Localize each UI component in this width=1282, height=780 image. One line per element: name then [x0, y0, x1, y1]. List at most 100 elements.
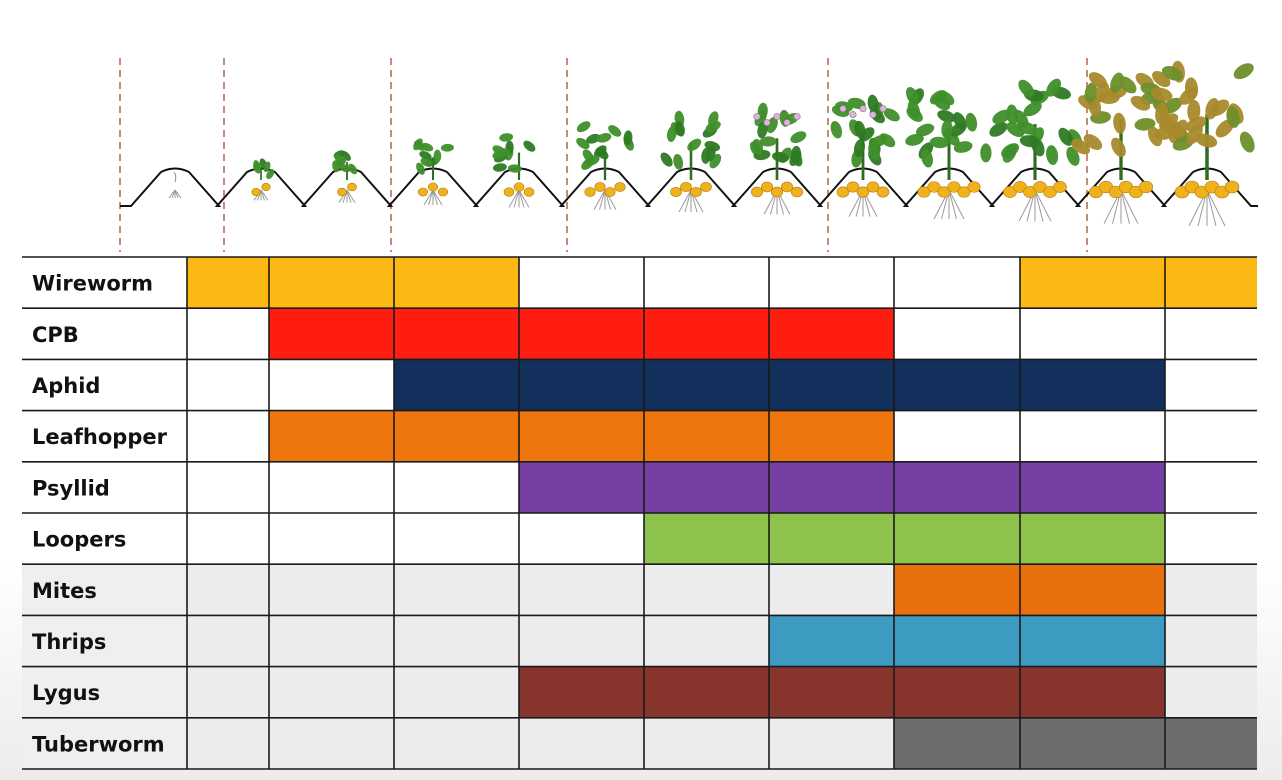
row-label-leafhopper: Leafhopper	[32, 425, 168, 449]
row-label-tuberworm: Tuberworm	[32, 732, 165, 756]
row-label-lygus: Lygus	[32, 681, 100, 705]
label-cell-cpb	[22, 308, 187, 360]
cell-loopers-stage-8-active	[1020, 513, 1165, 565]
cell-tuberworm-stage-4-inactive	[519, 717, 644, 769]
cell-aphid-stage-7-active	[894, 359, 1020, 411]
cell-wireworm-stage-6-inactive	[769, 257, 894, 309]
label-cell-mites	[22, 564, 187, 616]
cell-psyllid-stage-7-active	[894, 461, 1020, 513]
label-cell-wireworm	[22, 257, 187, 309]
cell-lygus-stage-2-inactive	[269, 666, 394, 718]
label-cell-tuberworm	[22, 717, 187, 769]
cell-tuberworm-stage-1-inactive	[187, 717, 269, 769]
cell-lygus-stage-1-inactive	[187, 666, 269, 718]
plant-icon	[492, 133, 536, 208]
label-cell-thrips	[22, 615, 187, 667]
cell-thrips-stage-5-inactive	[644, 615, 769, 667]
label-cell-aphid	[22, 359, 187, 411]
cell-mites-stage-8-active	[1020, 564, 1165, 616]
cell-tuberworm-stage-5-inactive	[644, 717, 769, 769]
plant-icon	[168, 171, 182, 199]
cell-lygus-stage-7-active	[894, 666, 1020, 718]
cell-aphid-stage-5-active	[644, 359, 769, 411]
row-label-loopers: Loopers	[32, 528, 126, 552]
cell-psyllid-stage-8-active	[1020, 461, 1165, 513]
cell-lygus-stage-9-inactive	[1165, 666, 1257, 718]
cell-aphid-stage-4-active	[519, 359, 644, 411]
plant-icon	[905, 87, 992, 220]
cell-cpb-stage-7-inactive	[894, 308, 1020, 360]
cell-tuberworm-stage-6-inactive	[769, 717, 894, 769]
row-lygus: Lygus	[22, 666, 1257, 718]
cell-tuberworm-stage-9-active	[1165, 717, 1257, 769]
cell-loopers-stage-4-inactive	[519, 513, 644, 565]
cell-loopers-stage-6-active	[769, 513, 894, 565]
cell-wireworm-stage-1-active	[187, 257, 269, 309]
grid-lines	[22, 256, 1257, 770]
plant-icon	[413, 138, 454, 206]
cell-mites-stage-6-inactive	[769, 564, 894, 616]
cell-leafhopper-stage-4-active	[519, 410, 644, 462]
label-cell-leafhopper	[22, 410, 187, 462]
cell-tuberworm-stage-3-inactive	[394, 717, 519, 769]
cell-thrips-stage-6-active	[769, 615, 894, 667]
cell-wireworm-stage-2-active	[269, 257, 394, 309]
cell-leafhopper-stage-8-inactive	[1020, 410, 1165, 462]
label-cell-loopers	[22, 513, 187, 565]
cell-wireworm-stage-7-inactive	[894, 257, 1020, 309]
cell-mites-stage-9-inactive	[1165, 564, 1257, 616]
cell-loopers-stage-5-active	[644, 513, 769, 565]
cell-leafhopper-stage-2-active	[269, 410, 394, 462]
cell-loopers-stage-2-inactive	[269, 513, 394, 565]
cell-aphid-stage-6-active	[769, 359, 894, 411]
row-label-thrips: Thrips	[32, 630, 106, 654]
cell-wireworm-stage-9-active	[1165, 257, 1257, 309]
cell-cpb-stage-1-inactive	[187, 308, 269, 360]
cell-cpb-stage-8-inactive	[1020, 308, 1165, 360]
row-mites: Mites	[22, 564, 1257, 616]
cell-loopers-stage-3-inactive	[394, 513, 519, 565]
cell-psyllid-stage-4-active	[519, 461, 644, 513]
cell-mites-stage-1-inactive	[187, 564, 269, 616]
cell-thrips-stage-9-inactive	[1165, 615, 1257, 667]
plant-icon	[830, 94, 900, 217]
cell-wireworm-stage-4-inactive	[519, 257, 644, 309]
cell-aphid-stage-3-active	[394, 359, 519, 411]
plant-icon	[332, 150, 358, 203]
cell-thrips-stage-2-inactive	[269, 615, 394, 667]
row-wireworm: Wireworm	[22, 257, 1257, 309]
cell-thrips-stage-3-inactive	[394, 615, 519, 667]
cell-thrips-stage-4-inactive	[519, 615, 644, 667]
cell-psyllid-stage-9-inactive	[1165, 461, 1257, 513]
cell-lygus-stage-3-inactive	[394, 666, 519, 718]
row-label-wireworm: Wireworm	[32, 272, 153, 296]
plant-icon	[660, 110, 722, 213]
cell-leafhopper-stage-5-active	[644, 410, 769, 462]
row-label-mites: Mites	[32, 579, 97, 603]
cell-psyllid-stage-5-active	[644, 461, 769, 513]
cell-tuberworm-stage-8-active	[1020, 717, 1165, 769]
row-leafhopper: Leafhopper	[22, 410, 1257, 462]
cell-aphid-stage-1-inactive	[187, 359, 269, 411]
row-label-cpb: CPB	[32, 323, 79, 347]
cell-psyllid-stage-3-inactive	[394, 461, 519, 513]
plant-icon	[576, 121, 634, 210]
cell-psyllid-stage-6-active	[769, 461, 894, 513]
cell-cpb-stage-4-active	[519, 308, 644, 360]
cell-tuberworm-stage-7-active	[894, 717, 1020, 769]
cell-lygus-stage-6-active	[769, 666, 894, 718]
cell-loopers-stage-9-inactive	[1165, 513, 1257, 565]
cell-mites-stage-4-inactive	[519, 564, 644, 616]
row-label-aphid: Aphid	[32, 374, 100, 398]
cell-lygus-stage-8-active	[1020, 666, 1165, 718]
stage-dividers	[119, 58, 1088, 252]
cell-leafhopper-stage-9-inactive	[1165, 410, 1257, 462]
cell-leafhopper-stage-7-inactive	[894, 410, 1020, 462]
cell-wireworm-stage-5-inactive	[644, 257, 769, 309]
row-cpb: CPB	[22, 308, 1257, 360]
plant-icon	[989, 78, 1083, 222]
row-thrips: Thrips	[22, 615, 1257, 667]
cell-loopers-stage-1-inactive	[187, 513, 269, 565]
cell-psyllid-stage-2-inactive	[269, 461, 394, 513]
